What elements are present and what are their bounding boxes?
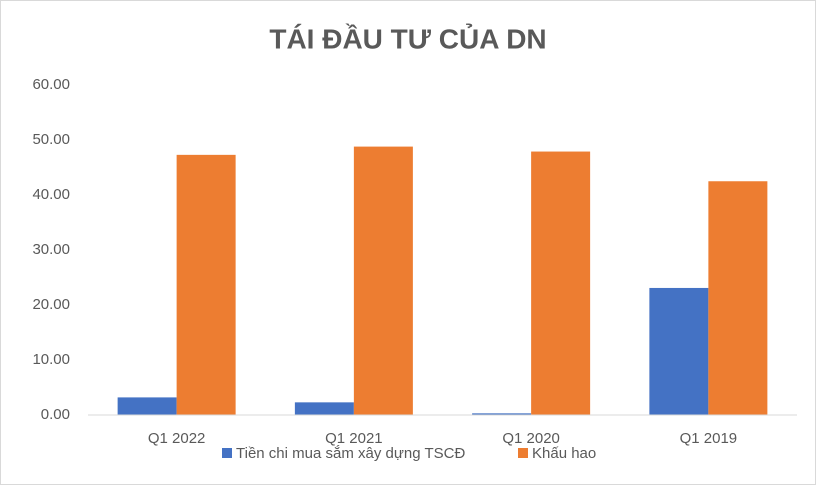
y-tick-label: 50.00 xyxy=(32,131,70,148)
y-tick-label: 30.00 xyxy=(32,241,70,258)
legend-label: Tiền chi mua sắm xây dựng TSCĐ xyxy=(236,445,465,462)
y-tick-label: 0.00 xyxy=(41,406,70,423)
y-tick-label: 10.00 xyxy=(32,351,70,368)
bar xyxy=(531,151,591,416)
bar xyxy=(294,402,354,415)
y-tick-label: 20.00 xyxy=(32,296,70,313)
bar xyxy=(353,146,413,415)
y-tick-label: 60.00 xyxy=(32,76,70,93)
x-tick-label: Q1 2019 xyxy=(680,430,738,447)
bar xyxy=(176,154,236,415)
legend-swatch xyxy=(222,448,232,458)
x-tick-label: Q1 2020 xyxy=(502,430,560,447)
x-tick-label: Q1 2022 xyxy=(148,430,206,447)
bar xyxy=(472,413,532,415)
bar xyxy=(117,397,177,415)
legend-swatch xyxy=(518,448,528,458)
legend-label: Khấu hao xyxy=(532,445,596,462)
bar xyxy=(649,287,709,415)
bar xyxy=(708,181,768,415)
x-tick-label: Q1 2021 xyxy=(325,430,383,447)
y-tick-label: 40.00 xyxy=(32,186,70,203)
chart-title: TÁI ĐẦU TƯ CỦA DN xyxy=(269,22,546,54)
